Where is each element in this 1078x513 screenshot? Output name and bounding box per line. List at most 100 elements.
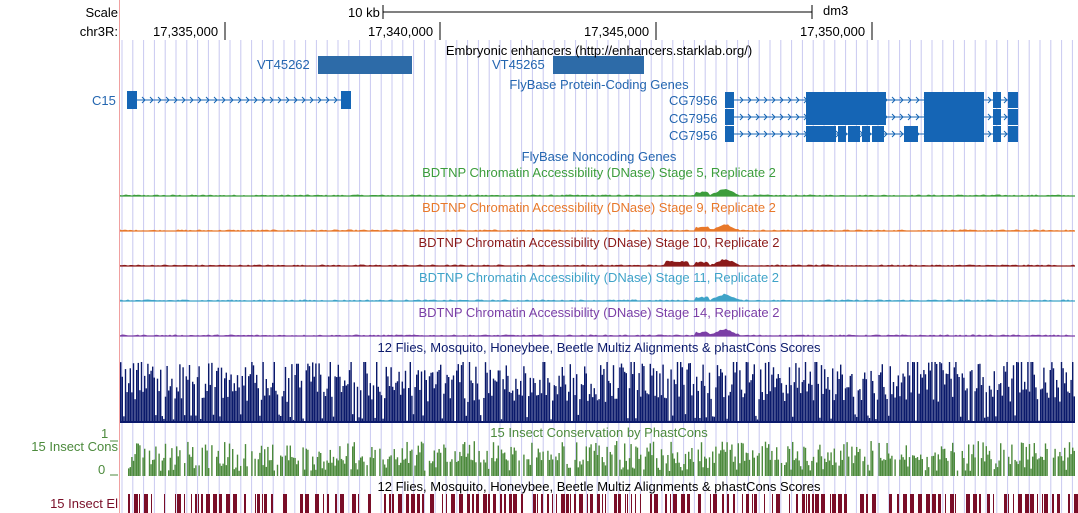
strand-arrow [771,130,776,138]
gene-label-cg7956[interactable]: CG7956 [669,128,718,143]
multiz-bar [985,392,987,422]
cons-bar [744,460,746,476]
cons-bar [611,454,613,476]
cons-bar [609,451,611,476]
cons-bar [460,456,463,476]
track-side-label-elements[interactable]: 15 Insect El [50,496,118,511]
gene-label-cg7956[interactable]: CG7956 [669,111,718,126]
multiz-bar [777,374,779,422]
cons-bar [1057,456,1059,476]
conserved-element [889,494,892,513]
multiz-bar [646,393,648,422]
multiz-bar [358,417,360,422]
cons-bar [302,447,304,476]
multiz-bar [396,381,399,422]
track-title-multiz[interactable]: 12 Flies, Mosquito, Honeybee, Beetle Mul… [377,340,821,355]
cons-bar [993,469,995,476]
cons-bar [385,467,387,476]
track-title-dnase-stage10[interactable]: BDTNP Chromatin Accessibility (DNase) St… [418,235,780,250]
track-side-label-cons[interactable]: 15 Insect Cons [31,439,118,454]
multiz-bar [244,367,247,422]
cons-bar [1008,456,1010,476]
multiz-bar [878,374,880,422]
gene-label-c15[interactable]: C15 [92,93,116,108]
cons-bar [864,456,866,476]
strand-arrow [1003,130,1008,138]
enhancer-label[interactable]: VT45262 [257,57,310,72]
multiz-bar [419,389,421,422]
multiz-bar [712,416,714,422]
cons-bar [787,446,789,476]
track-title-protein-coding[interactable]: FlyBase Protein-Coding Genes [509,77,689,92]
cons-bar [292,457,295,476]
enhancer-label[interactable]: VT45265 [492,57,545,72]
multiz-bar [1041,388,1043,422]
cons-bar [297,460,299,476]
multiz-bar [411,395,413,422]
multiz-bar [512,390,514,422]
gene-label-cg7956[interactable]: CG7956 [669,93,718,108]
conserved-element [627,494,628,513]
track-title-dnase-stage5[interactable]: BDTNP Chromatin Accessibility (DNase) St… [422,165,776,180]
cons-bar [673,458,675,476]
strand-arrow [1003,113,1008,121]
cons-bar [678,462,680,476]
multiz-bar [822,393,824,422]
cons-bar [508,470,511,476]
multiz-bar [256,374,258,422]
track-title-conservation[interactable]: 15 Insect Conservation by PhastCons [490,425,708,440]
cons-bar [155,446,157,476]
multiz-bar [132,363,135,422]
cons-bar [878,442,880,476]
multiz-bar [336,377,338,422]
cons-bar [766,447,768,476]
cons-bar [776,447,778,476]
cons-bar [555,456,557,476]
cons-bar [950,451,952,476]
multiz-bar [929,370,931,422]
conserved-element [262,494,263,513]
multiz-bar [356,386,359,422]
cons-bar [195,465,197,476]
cons-bar [846,442,848,476]
multiz-bar [774,387,776,422]
conserved-element [1044,494,1048,513]
multiz-bar [516,388,519,422]
multiz-bar [888,415,890,422]
cons-bar [601,457,603,476]
multiz-bar [305,370,307,422]
multiz-bar [160,369,162,422]
cons-bar [590,444,592,476]
track-title-dnase-stage9[interactable]: BDTNP Chromatin Accessibility (DNase) St… [422,200,776,215]
strand-arrow [787,113,792,121]
cons-bar [435,467,437,476]
multiz-bar [596,400,599,422]
track-title-dnase-stage11[interactable]: BDTNP Chromatin Accessibility (DNase) St… [418,270,780,285]
multiz-bar [1049,370,1051,422]
strand-arrow [755,96,760,104]
track-title-elements[interactable]: 12 Flies, Mosquito, Honeybee, Beetle Mul… [377,479,821,494]
multiz-bar [852,396,855,422]
cons-bar [803,446,805,476]
cons-bar [134,454,136,476]
multiz-bar [500,419,503,422]
cons-axis-max: 1 [101,426,109,441]
multiz-bar [632,374,634,422]
cons-bar [176,446,178,476]
track-title-noncoding[interactable]: FlyBase Noncoding Genes [521,149,677,164]
cons-bar [1035,453,1037,476]
conserved-element [789,494,790,513]
cons-bar [411,449,413,476]
multiz-bar [654,395,656,422]
multiz-bar [732,362,735,422]
track-title-enhancers[interactable]: Embryonic enhancers (http://enhancers.st… [445,43,753,58]
cons-bar [640,454,642,476]
multiz-bar [480,415,482,422]
gene-exon [1008,92,1018,108]
track-title-dnase-stage14[interactable]: BDTNP Chromatin Accessibility (DNase) St… [418,305,780,320]
cons-bar [417,445,419,476]
position-tick-label: 17,335,000 [153,24,219,39]
cons-bar [729,449,731,476]
